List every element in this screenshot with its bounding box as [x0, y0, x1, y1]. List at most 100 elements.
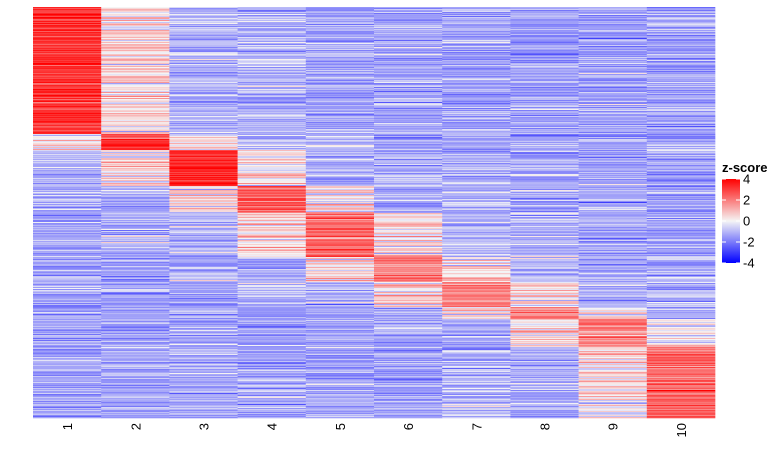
heatmap-cell — [578, 396, 648, 398]
heatmap-cell — [237, 210, 307, 212]
heatmap-cell — [510, 295, 579, 297]
heatmap-cell — [33, 333, 102, 335]
heatmap-cell — [101, 306, 170, 308]
heatmap-cell — [442, 29, 511, 31]
heatmap-cell — [510, 238, 579, 240]
heatmap-cell — [578, 135, 648, 137]
heatmap-cell — [33, 169, 102, 171]
heatmap-cell — [646, 330, 716, 332]
heatmap-cell — [374, 258, 443, 260]
heatmap-cell — [646, 408, 716, 410]
heatmap-cell — [169, 218, 238, 220]
heatmap-cell — [169, 52, 238, 54]
heatmap-cell — [578, 360, 648, 362]
heatmap-cell — [169, 110, 238, 112]
heatmap-cell — [646, 321, 716, 323]
heatmap-cell — [646, 244, 716, 246]
heatmap-cell — [646, 241, 716, 243]
heatmap-cell — [442, 110, 511, 112]
heatmap-cell — [101, 214, 170, 216]
heatmap-cell — [169, 362, 238, 364]
heatmap-cell — [101, 274, 170, 276]
heatmap-cell — [374, 410, 443, 412]
heatmap-cell — [33, 91, 102, 93]
heatmap-cell — [169, 252, 238, 254]
heatmap-cell — [169, 316, 238, 318]
heatmap-cell — [169, 282, 238, 284]
heatmap-cell — [237, 341, 307, 343]
heatmap-cell — [510, 64, 579, 66]
heatmap-cell — [169, 22, 238, 24]
heatmap-cell — [237, 80, 307, 82]
heatmap-cell — [442, 151, 511, 153]
heatmap-cell — [646, 215, 716, 217]
heatmap-cell — [169, 68, 238, 70]
heatmap-cell — [305, 39, 375, 41]
heatmap-cell — [374, 275, 443, 277]
heatmap-cell — [510, 123, 579, 125]
heatmap-cell — [305, 417, 375, 419]
heatmap-cell — [646, 331, 716, 333]
heatmap-cell — [578, 170, 648, 172]
heatmap-cell — [169, 365, 238, 367]
heatmap-cell — [33, 314, 102, 316]
heatmap-cell — [101, 410, 170, 412]
heatmap-cell — [374, 24, 443, 26]
heatmap-cell — [578, 180, 648, 182]
heatmap-cell — [646, 102, 716, 104]
heatmap-cell — [578, 348, 648, 350]
heatmap-cell — [646, 384, 716, 386]
heatmap-cell — [237, 281, 307, 283]
heatmap-cell — [101, 39, 170, 41]
heatmap-cell — [33, 180, 102, 182]
heatmap-cell — [101, 344, 170, 346]
heatmap-cell — [578, 251, 648, 253]
heatmap-cell — [169, 219, 238, 221]
heatmap-cell — [578, 295, 648, 297]
heatmap-cell — [510, 108, 579, 110]
heatmap-cell — [442, 173, 511, 175]
heatmap-cell — [101, 260, 170, 262]
heatmap-cell — [237, 369, 307, 371]
heatmap-cell — [237, 276, 307, 278]
heatmap-cell — [101, 9, 170, 11]
heatmap-cell — [510, 21, 579, 23]
heatmap-cell — [169, 335, 238, 337]
heatmap-cell — [169, 273, 238, 275]
heatmap-cell — [578, 107, 648, 109]
heatmap-cell — [442, 214, 511, 216]
heatmap-cell — [510, 113, 579, 115]
heatmap-cell — [237, 139, 307, 141]
heatmap-cell — [578, 218, 648, 220]
heatmap-cell — [33, 299, 102, 301]
heatmap-cell — [237, 356, 307, 358]
heatmap-cell — [578, 296, 648, 298]
heatmap-cell — [305, 316, 375, 318]
heatmap-cell — [305, 148, 375, 150]
heatmap-cell — [646, 77, 716, 79]
heatmap-cell — [237, 136, 307, 138]
heatmap-cell — [101, 251, 170, 253]
heatmap-cell — [237, 112, 307, 114]
heatmap-cell — [169, 271, 238, 273]
heatmap-cell — [646, 336, 716, 338]
heatmap-cell — [578, 303, 648, 305]
heatmap-cell — [646, 108, 716, 110]
heatmap-cell — [374, 362, 443, 364]
heatmap-cell — [33, 373, 102, 375]
heatmap-cell — [33, 94, 102, 96]
heatmap-cell — [169, 47, 238, 49]
heatmap-cell — [101, 183, 170, 185]
heatmap-cell — [237, 389, 307, 391]
heatmap-cell — [374, 46, 443, 48]
heatmap-cell — [510, 262, 579, 264]
heatmap-cell — [442, 28, 511, 30]
heatmap-cell — [237, 119, 307, 121]
heatmap-cell — [101, 79, 170, 81]
heatmap-cell — [33, 231, 102, 233]
heatmap-cell — [510, 273, 579, 275]
heatmap-cell — [646, 63, 716, 65]
heatmap-cell — [578, 113, 648, 115]
heatmap-cell — [374, 160, 443, 162]
heatmap-cell — [33, 228, 102, 230]
